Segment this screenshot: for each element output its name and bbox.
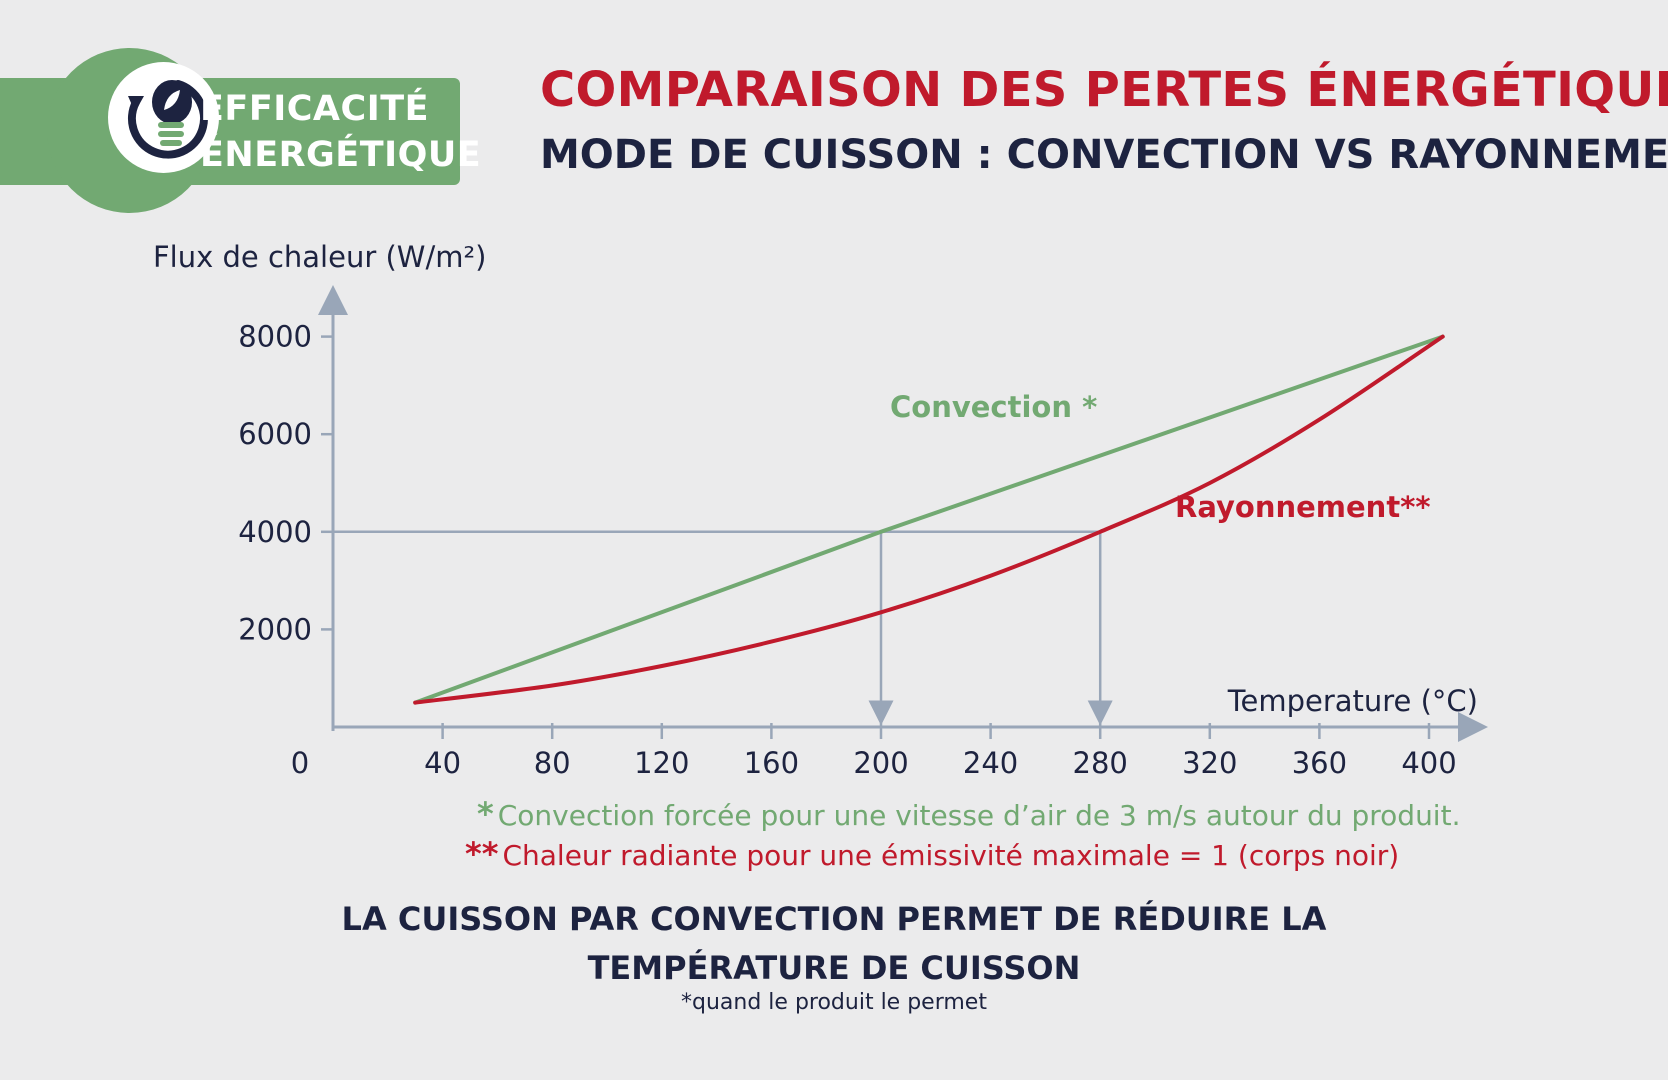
axes [318, 285, 1488, 742]
x-tick-label: 160 [744, 746, 799, 780]
y-tick-label: 2000 [238, 612, 312, 646]
series [413, 334, 1445, 705]
series-label-convection: Convection * [890, 390, 1097, 424]
conclusion-line1: LA CUISSON PAR CONVECTION PERMET DE RÉDU… [341, 900, 1327, 938]
y-tick-label: 8000 [238, 320, 312, 354]
badge-circle [47, 48, 219, 213]
series-line-convection [413, 334, 1445, 705]
x-tick-label: 400 [1401, 746, 1456, 780]
conclusion: LA CUISSON PAR CONVECTION PERMET DE RÉDU… [0, 895, 1668, 993]
conclusion-footnote: *quand le produit le permet [681, 990, 987, 1015]
x-tick-label: 40 [424, 746, 461, 780]
page-subtitle: MODE DE CUISSON : CONVECTION VS RAYONNEM… [540, 132, 1668, 178]
y-axis-label: Flux de chaleur (W/m²) [153, 240, 486, 274]
note-rayonnement-mark: ** [465, 835, 499, 873]
heat-flux-chart: Flux de chaleur (W/m²) 0 40 80 120 160 200 240… [153, 240, 1488, 780]
badge-text: EFFICACITÉ ÉNERGÉTIQUE [200, 86, 481, 178]
x-axis-label: Temperature (°C) [1227, 684, 1478, 718]
note-rayonnement-text: Chaleur radiante pour une émissivité max… [502, 839, 1400, 872]
y-tick-label: 4000 [238, 515, 312, 549]
series-label-rayonnement: Rayonnement** [1175, 490, 1431, 524]
lightbulb-leaf-cycle-icon [108, 62, 219, 173]
series-line-rayonnement [413, 334, 1445, 705]
badge-line1: EFFICACITÉ [200, 89, 430, 129]
x-tick-label: 0 [291, 746, 309, 780]
x-tick-label: 320 [1182, 746, 1237, 780]
x-tick-label: 280 [1073, 746, 1128, 780]
note-convection: * Convection forcée pour une vitesse d’ai… [477, 795, 1460, 833]
conclusion-line2: TEMPÉRATURE DE CUISSON [587, 949, 1081, 987]
note-convection-mark: * [477, 795, 494, 833]
reference-lines [333, 530, 1113, 726]
y-tick-label: 6000 [238, 417, 312, 451]
ticks: 0 40 80 120 160 200 240 280 320 360 400 2000 4000 600… [238, 320, 1456, 780]
note-convection-text: Convection forcée pour une vitesse d’air… [497, 799, 1461, 832]
x-tick-label: 120 [634, 746, 689, 780]
x-tick-label: 200 [853, 746, 908, 780]
page-title: COMPARAISON DES PERTES ÉNERGÉTIQUES [540, 62, 1668, 118]
x-tick-label: 240 [963, 746, 1018, 780]
x-tick-label: 360 [1292, 746, 1347, 780]
x-tick-label: 80 [534, 746, 571, 780]
badge-line2: ÉNERGÉTIQUE [200, 135, 482, 175]
energy-efficiency-badge: EFFICACITÉ ÉNERGÉTIQUE [0, 48, 481, 213]
note-rayonnement: ** Chaleur radiante pour une émissivité m… [465, 835, 1399, 873]
